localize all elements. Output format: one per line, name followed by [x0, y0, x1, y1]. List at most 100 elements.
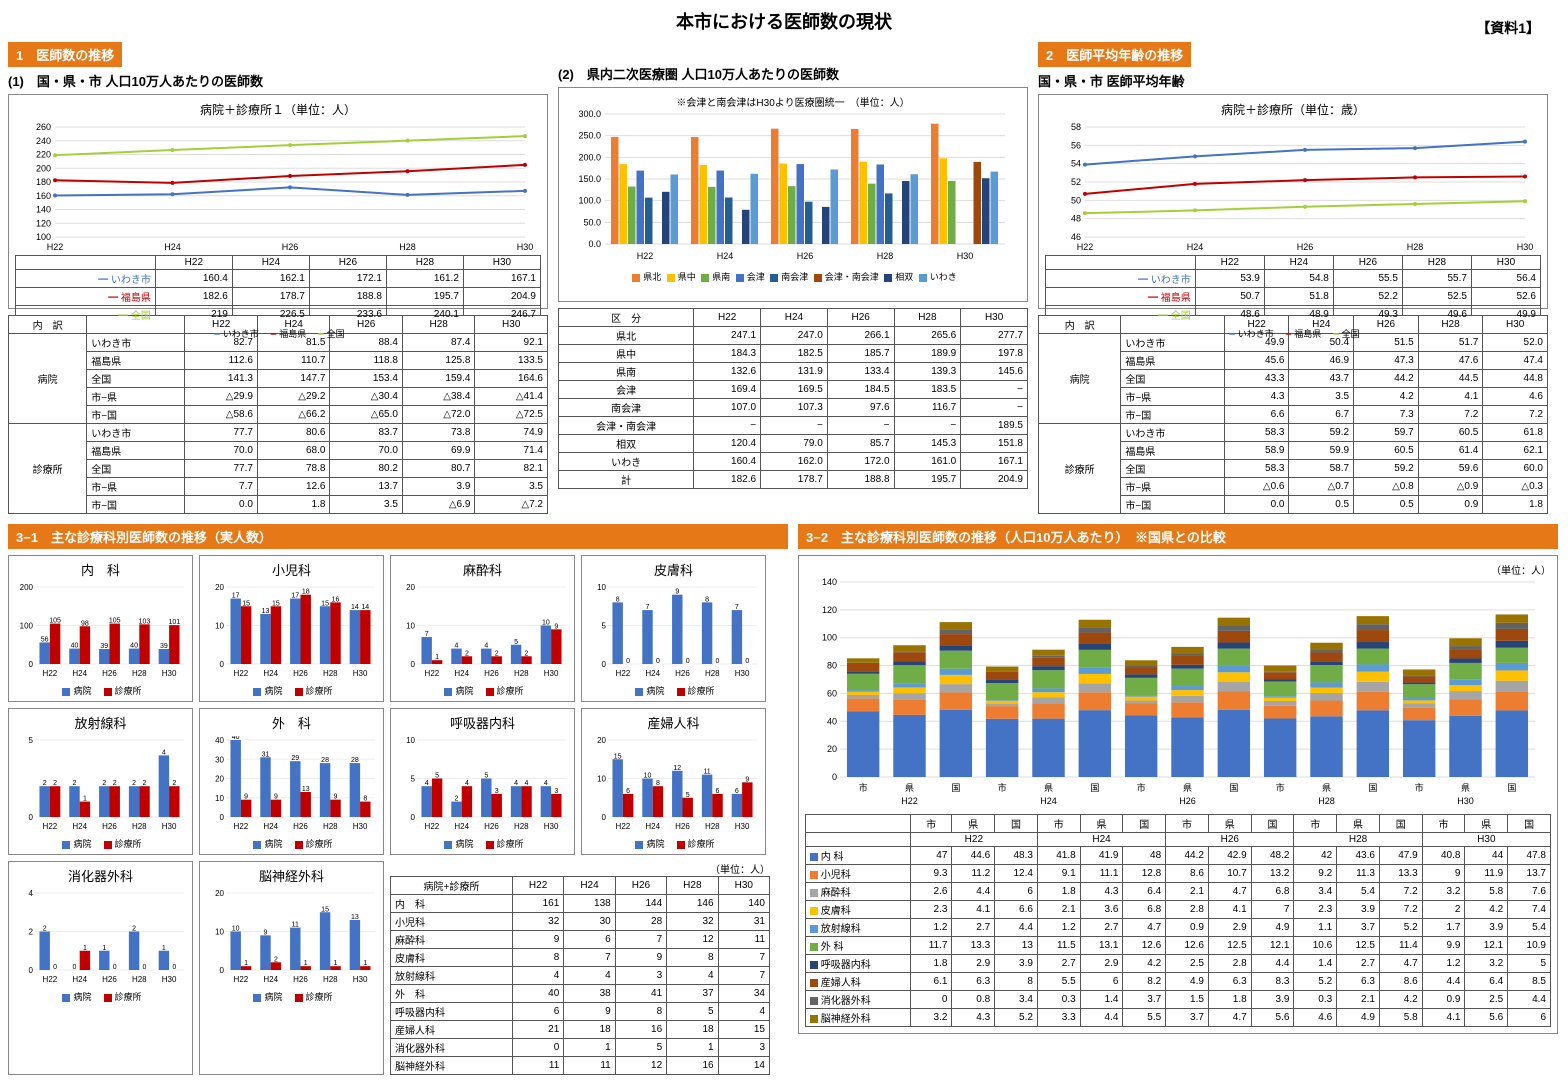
svg-text:260: 260: [36, 122, 51, 132]
svg-text:100: 100: [822, 633, 837, 643]
svg-text:H24: H24: [72, 975, 87, 984]
table1: 内 訳H22H24H26H28H30病院いわき市82.781.588.487.4…: [8, 315, 548, 514]
svg-text:12: 12: [673, 765, 681, 772]
svg-text:0: 0: [686, 658, 690, 665]
svg-text:9: 9: [264, 929, 268, 936]
svg-text:H28: H28: [514, 822, 529, 831]
svg-text:10: 10: [215, 794, 224, 803]
svg-text:1: 1: [244, 960, 248, 967]
svg-text:国: 国: [1229, 783, 1238, 793]
svg-text:56: 56: [1071, 140, 1081, 150]
svg-text:46: 46: [1071, 232, 1081, 242]
svg-text:15: 15: [272, 600, 280, 607]
svg-text:140: 140: [36, 205, 51, 215]
svg-text:H26: H26: [484, 669, 499, 678]
svg-text:9: 9: [554, 623, 558, 630]
chart2-panel: ※会津と南会津はH30より医療圏統一 （単位：人） 0.050.0100.015…: [558, 87, 1028, 302]
svg-text:100.0: 100.0: [578, 196, 601, 206]
svg-text:14: 14: [361, 604, 369, 611]
svg-text:2: 2: [132, 780, 136, 787]
mini-chart: 麻酔科01020H2271H2442H2642H2852H30109病院 診療所: [390, 555, 575, 702]
doc-title: 本市における医師数の現状: [8, 8, 1560, 34]
svg-text:国: 国: [1507, 783, 1516, 793]
svg-text:H30: H30: [1517, 242, 1534, 252]
s3-1-header: 3−1 主な診療科別医師数の推移（実人数）: [8, 524, 788, 549]
svg-text:4: 4: [162, 749, 166, 756]
svg-text:H26: H26: [293, 669, 308, 678]
svg-text:H28: H28: [132, 669, 147, 678]
svg-text:6: 6: [626, 788, 630, 795]
svg-text:0: 0: [220, 660, 225, 669]
svg-text:5: 5: [514, 639, 518, 646]
svg-text:105: 105: [49, 618, 61, 625]
svg-text:8: 8: [705, 596, 709, 603]
svg-text:0: 0: [29, 660, 34, 669]
svg-text:180: 180: [36, 177, 51, 187]
svg-text:10: 10: [597, 775, 606, 784]
svg-text:0: 0: [53, 964, 57, 971]
svg-text:29: 29: [291, 755, 299, 762]
svg-text:10: 10: [597, 583, 606, 592]
svg-text:4: 4: [425, 780, 429, 787]
mini-chart: 脳神経外科01020H22101H2492H26111H28151H30131病…: [199, 861, 384, 1075]
svg-text:H28: H28: [323, 822, 338, 831]
svg-text:40: 40: [215, 736, 224, 745]
svg-text:0: 0: [29, 813, 34, 822]
svg-text:2: 2: [43, 780, 47, 787]
table2: 区 分H22H24H26H28H30県北247.1247.0266.1265.6…: [558, 308, 1028, 489]
table3: 内 訳H22H24H26H28H30病院いわき市49.950.451.551.7…: [1038, 315, 1548, 514]
svg-text:120: 120: [822, 605, 837, 615]
svg-text:県: 県: [1461, 783, 1470, 793]
svg-text:11: 11: [292, 922, 299, 929]
svg-text:7: 7: [735, 604, 739, 611]
svg-text:H24: H24: [454, 669, 469, 678]
svg-text:0: 0: [220, 966, 225, 975]
mini-chart: 小児科01020H221715H241315H261718H281516H301…: [199, 555, 384, 702]
svg-text:140: 140: [822, 577, 837, 587]
svg-text:7: 7: [425, 631, 429, 638]
svg-text:H26: H26: [102, 669, 117, 678]
svg-text:8: 8: [656, 780, 660, 787]
svg-text:13: 13: [262, 608, 270, 615]
svg-text:9: 9: [244, 794, 248, 801]
svg-text:H22: H22: [901, 796, 918, 806]
svg-text:H24: H24: [72, 669, 87, 678]
svg-text:0: 0: [172, 964, 176, 971]
svg-text:H28: H28: [323, 669, 338, 678]
svg-text:20: 20: [215, 889, 224, 898]
svg-text:20: 20: [215, 583, 224, 592]
svg-text:H28: H28: [514, 669, 529, 678]
svg-text:120: 120: [36, 218, 51, 228]
svg-text:H28: H28: [877, 251, 894, 261]
chart2-svg: 0.050.0100.0150.0200.0250.0300.0H22H24H2…: [565, 109, 1015, 264]
svg-text:H24: H24: [717, 251, 734, 261]
svg-text:H24: H24: [1187, 242, 1204, 252]
svg-text:1: 1: [334, 960, 338, 967]
svg-text:1: 1: [83, 796, 87, 803]
svg-text:14: 14: [351, 604, 359, 611]
svg-text:240: 240: [36, 136, 51, 146]
svg-text:40: 40: [130, 643, 138, 650]
s3-2-header: 3−2 主な診療科別医師数の推移（人口10万人あたり） ※国県との比較: [798, 524, 1558, 549]
svg-text:2: 2: [53, 780, 57, 787]
svg-text:6: 6: [735, 788, 739, 795]
svg-text:H22: H22: [43, 975, 58, 984]
svg-text:2: 2: [172, 780, 176, 787]
svg-text:H26: H26: [1297, 242, 1314, 252]
svg-text:9: 9: [675, 589, 679, 596]
svg-text:2: 2: [495, 650, 499, 657]
svg-text:6: 6: [716, 788, 720, 795]
svg-text:300.0: 300.0: [578, 109, 601, 119]
svg-text:0: 0: [602, 813, 607, 822]
svg-text:市: 市: [998, 782, 1007, 793]
svg-text:60: 60: [827, 688, 837, 698]
svg-text:105: 105: [109, 618, 121, 625]
svg-text:18: 18: [302, 589, 310, 596]
svg-text:H22: H22: [43, 669, 58, 678]
svg-text:H24: H24: [263, 669, 278, 678]
svg-text:H30: H30: [1457, 796, 1474, 806]
svg-text:H28: H28: [323, 975, 338, 984]
svg-text:2: 2: [132, 926, 136, 933]
svg-text:H26: H26: [484, 822, 499, 831]
svg-text:0: 0: [73, 964, 77, 971]
